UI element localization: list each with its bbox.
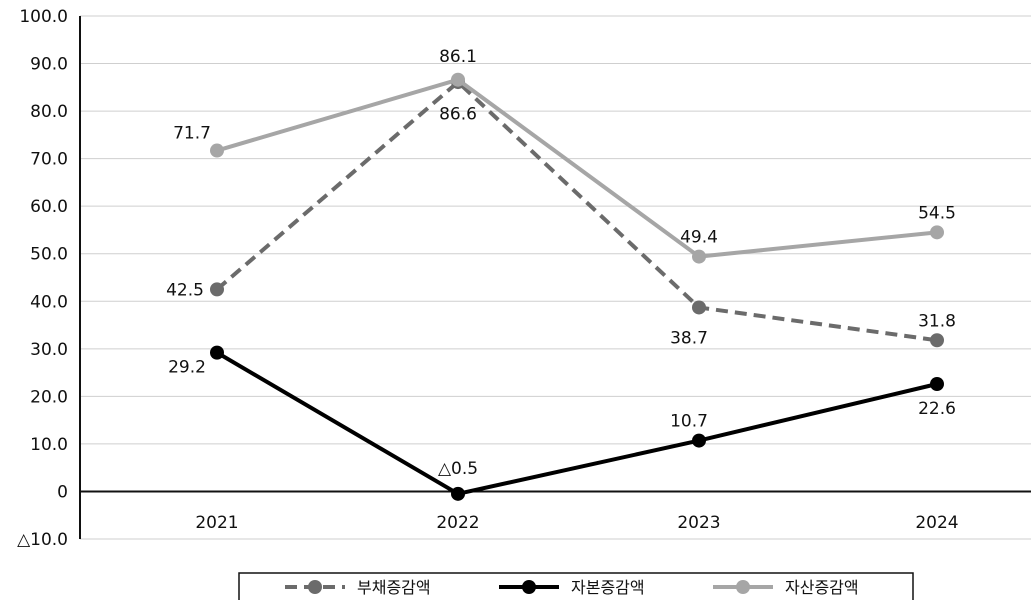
y-tick-label: 40.0	[30, 292, 68, 312]
data-point	[210, 143, 224, 158]
legend-swatch-marker	[308, 580, 322, 594]
y-tick-label: 90.0	[30, 55, 68, 75]
data-label: 86.1	[439, 47, 477, 67]
y-tick-label: 10.0	[30, 435, 68, 455]
series-line	[216, 77, 938, 259]
legend-label: 자본증감액	[571, 578, 645, 597]
series-line	[215, 80, 938, 343]
data-label: 49.4	[680, 228, 718, 248]
series-group	[210, 72, 944, 501]
y-tick-label: 70.0	[30, 150, 68, 170]
data-point	[210, 345, 224, 360]
y-tick-label: △10.0	[17, 530, 68, 550]
data-label: 29.2	[168, 358, 206, 378]
x-axis: 2021 2022 2023 2024	[80, 490, 1031, 533]
data-label: △0.5	[438, 459, 478, 479]
data-point	[930, 377, 944, 392]
data-label: 71.7	[173, 124, 211, 144]
y-tick-label: 100.0	[19, 7, 68, 27]
y-tick-label: 20.0	[30, 387, 68, 407]
data-label: 22.6	[918, 399, 956, 419]
legend-swatch-marker	[736, 580, 750, 594]
data-label: 86.6	[439, 105, 477, 125]
x-tick-label: 2024	[915, 513, 958, 533]
data-point	[210, 282, 224, 297]
data-label: 10.7	[670, 412, 708, 432]
data-point	[692, 300, 706, 315]
x-tick-label: 2023	[677, 513, 720, 533]
y-axis: 100.0 90.0 80.0 70.0 60.0 50.0 40.0 30.0 20.0 10.…	[17, 7, 81, 550]
y-tick-label: 30.0	[30, 340, 68, 360]
legend-swatch-marker	[522, 580, 536, 594]
legend-label: 자산증감액	[785, 578, 859, 597]
data-point	[692, 249, 706, 264]
y-tick-label: 80.0	[30, 102, 68, 122]
data-point	[930, 225, 944, 240]
legend: 부채증감액 자본증감액 자산증감액	[238, 572, 914, 600]
data-point	[930, 333, 944, 348]
data-point	[451, 72, 465, 87]
x-tick-label: 2022	[436, 513, 479, 533]
legend-label: 부채증감액	[357, 578, 431, 597]
gridlines	[80, 15, 1031, 540]
x-tick-label: 2021	[195, 513, 238, 533]
data-label: 31.8	[918, 311, 956, 331]
data-label: 42.5	[166, 280, 204, 300]
y-tick-label: 0	[57, 482, 68, 502]
data-point	[451, 486, 465, 501]
data-label: 38.7	[670, 328, 708, 348]
y-tick-label: 50.0	[30, 245, 68, 265]
data-labels: 42.5 86.1 38.7 31.8 29.2 △0.5 10.7 22.6 71.7 86.6…	[166, 47, 956, 479]
data-label: 54.5	[918, 203, 956, 223]
data-point	[692, 433, 706, 448]
series-line	[215, 350, 938, 496]
y-tick-label: 60.0	[30, 197, 68, 217]
legend-box	[238, 572, 914, 600]
